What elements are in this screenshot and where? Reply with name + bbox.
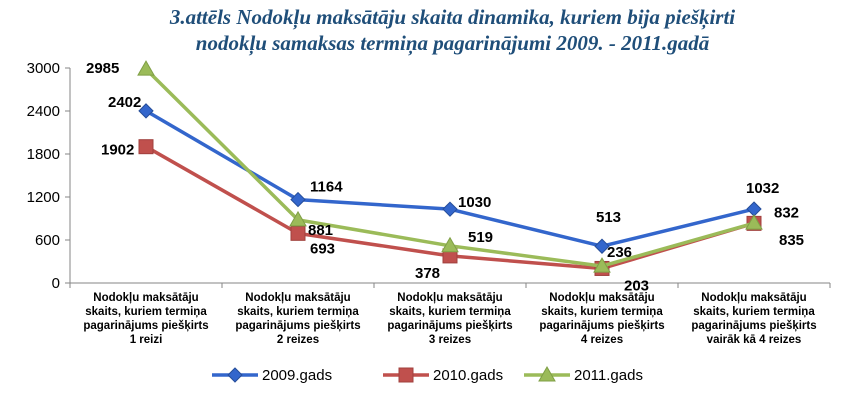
data-point-2011: [289, 210, 307, 227]
data-point-2010: [290, 225, 306, 241]
category-label-line: pagarinājums piešķirts: [539, 320, 664, 332]
y-tick-label: 3000: [27, 60, 60, 77]
data-label-2010.gads: 832: [774, 204, 799, 221]
data-label-2010.gads: 693: [310, 240, 335, 257]
y-tick-label: 0: [52, 275, 60, 292]
category-label-line: Nodokļu maksātāju: [397, 292, 502, 304]
category-label-line: skaits, kuriem termiņa: [389, 306, 511, 318]
data-point-2009: [227, 367, 243, 383]
data-label-2011.gads: 835: [779, 232, 804, 249]
data-label-2009.gads: 1030: [458, 194, 491, 211]
category-label-line: 3 reizes: [429, 334, 471, 346]
data-label-2009.gads: 1164: [310, 179, 343, 196]
category-label-line: skaits, kuriem termiņa: [237, 306, 359, 318]
chart-title-line-2: nodokļu samaksas termiņa pagarinājumi 20…: [195, 31, 710, 55]
category-label: Nodokļu maksātāju skaits, kuriem termiņa p…: [235, 292, 360, 346]
data-label-2011.gads: 881: [308, 222, 333, 239]
data-label-2011.gads: 2985: [86, 60, 119, 77]
category-label: Nodokļu maksātāju skaits, kuriem termiņa p…: [691, 292, 816, 346]
category-label-line: 4 reizes: [581, 334, 623, 346]
data-label-2010.gads: 378: [415, 265, 440, 282]
data-point-2009: [594, 238, 610, 254]
category-label-line: pagarinājums piešķirts: [387, 320, 512, 332]
category-label-line: pagarinājums piešķirts: [691, 320, 816, 332]
category-label-line: pagarinājums piešķirts: [235, 320, 360, 332]
category-label: Nodokļu maksātāju skaits, kuriem termiņa p…: [539, 292, 664, 346]
category-label-line: Nodokļu maksātāju: [549, 292, 654, 304]
data-point-2011: [137, 60, 155, 76]
data-label-2011.gads: 519: [468, 229, 493, 246]
data-point-2011: [441, 236, 459, 253]
data-point-2011: [538, 365, 556, 382]
chart-title-line-1: 3.attēls Nodokļu maksātāju skaita dinami…: [169, 5, 736, 29]
data-label-2010.gads: 1902: [101, 142, 134, 159]
category-label-line: skaits, kuriem termiņa: [85, 306, 207, 318]
data-label-2009.gads: 513: [596, 209, 621, 226]
category-label-line: skaits, kuriem termiņa: [693, 306, 815, 318]
data-point-2010: [398, 367, 414, 383]
data-point-2011: [745, 214, 763, 230]
category-label-line: pagarinājums piešķirts: [83, 320, 208, 332]
category-label-line: Nodokļu maksātāju: [245, 292, 350, 304]
category-label-line: 1 reizi: [130, 334, 163, 346]
y-tick-label: 2400: [27, 103, 60, 120]
series-line-2011.gads: [144, 67, 755, 268]
y-tick-label: 1800: [27, 146, 60, 163]
y-tick-label: 600: [35, 232, 60, 249]
data-point-2011: [593, 257, 611, 273]
series-line-2009.gads: [145, 109, 755, 248]
data-point-2010: [138, 139, 154, 155]
category-label: Nodokļu maksātāju skaits, kuriem termiņa p…: [83, 292, 208, 346]
legend-label: 2011.gads: [574, 367, 643, 384]
data-point-2009: [442, 201, 458, 217]
category-label: Nodokļu maksātāju skaits, kuriem termiņa p…: [387, 292, 512, 346]
data-label-2011.gads: 236: [607, 244, 632, 261]
y-tick-label: 1200: [27, 189, 60, 206]
data-label-2010.gads: 203: [624, 277, 649, 294]
legend-label: 2009.gads: [262, 367, 332, 384]
data-point-2009: [746, 201, 762, 217]
data-label-2009.gads: 2402: [108, 94, 141, 111]
data-label-2009.gads: 1032: [746, 180, 779, 197]
category-label-line: Nodokļu maksātāju: [701, 292, 806, 304]
data-point-2009: [290, 191, 306, 208]
category-label-line: 2 reizes: [277, 334, 319, 346]
category-label-line: Nodokļu maksātāju: [93, 292, 198, 304]
category-label-line: skaits, kuriem termiņa: [541, 306, 663, 318]
data-point-2009: [138, 103, 154, 119]
category-label-line: vairāk kā 4 reizes: [707, 334, 802, 346]
legend-label: 2010.gads: [433, 367, 503, 384]
